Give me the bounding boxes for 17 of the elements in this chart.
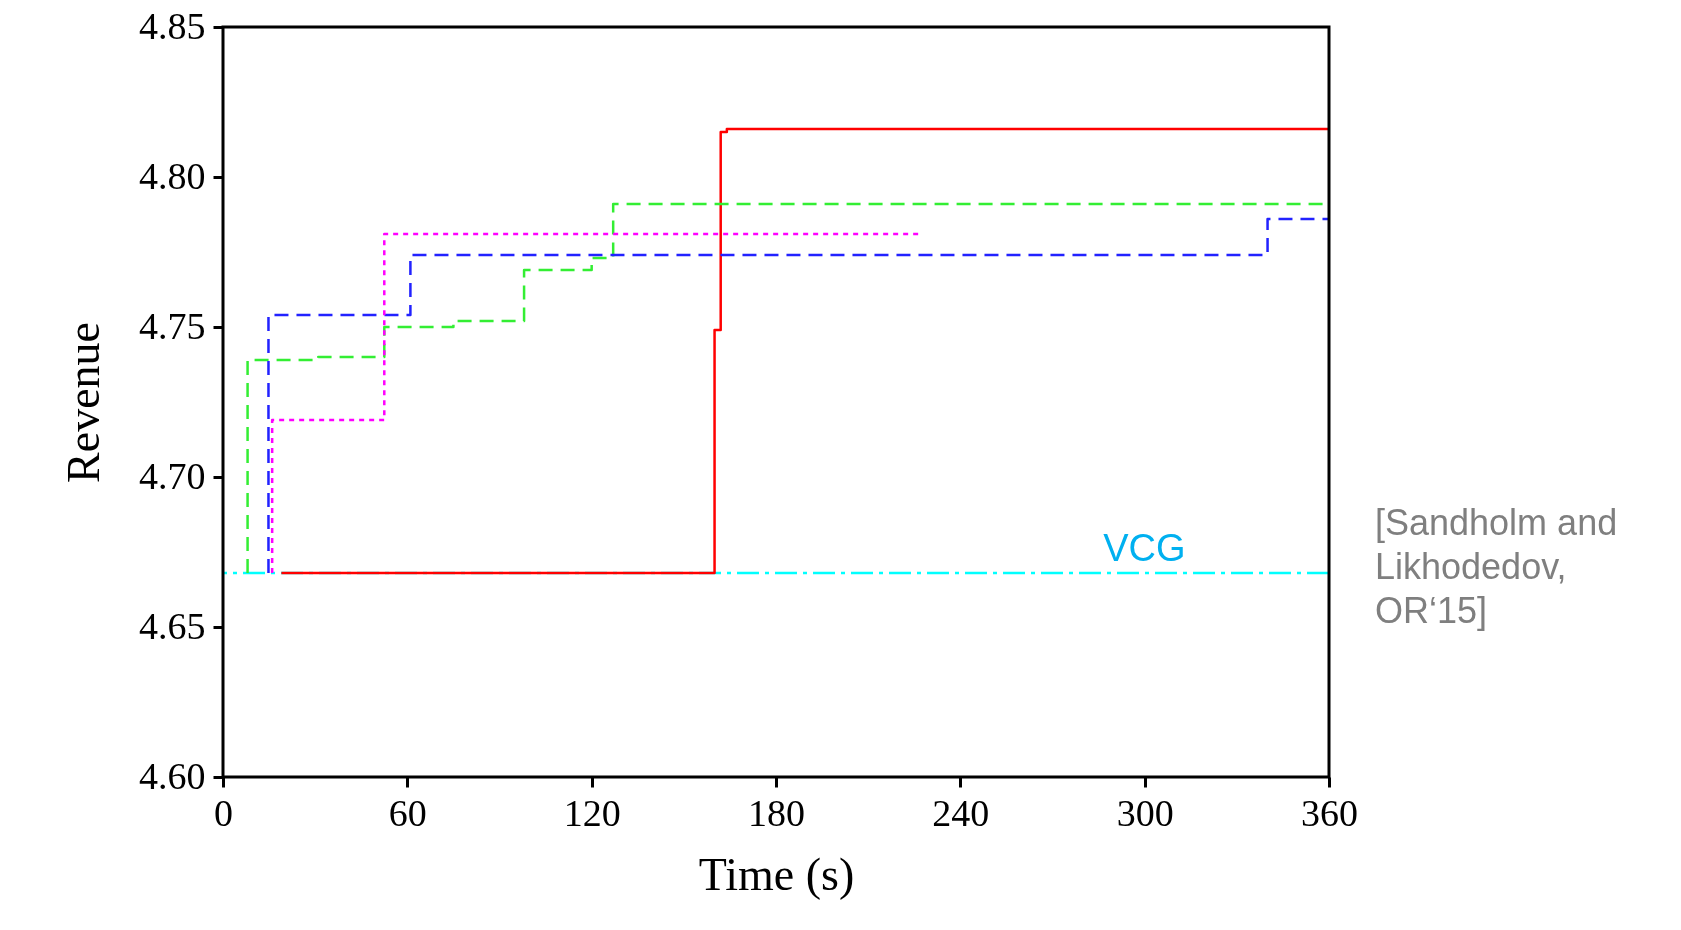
x-axis-title: Time (s) xyxy=(698,848,855,900)
y-axis-title: Revenue xyxy=(58,322,109,483)
y-tick-label: 4.75 xyxy=(139,304,206,347)
x-tick-label: 60 xyxy=(388,791,427,834)
x-tick-label: 300 xyxy=(1116,791,1174,834)
x-tick-label: 180 xyxy=(748,791,805,834)
y-tick-label: 4.70 xyxy=(139,454,206,497)
text: [Sandholm and Likhodedov, OR‘15] xyxy=(1375,502,1618,631)
x-tick-label: 240 xyxy=(932,791,990,834)
x-tick-label: 120 xyxy=(563,791,621,834)
y-tick-label: 4.80 xyxy=(139,154,206,197)
ref-line-label: VCG xyxy=(1103,527,1186,569)
y-tick-label: 4.60 xyxy=(139,754,206,797)
y-tick-label: 4.85 xyxy=(139,4,206,47)
x-tick-label: 360 xyxy=(1301,791,1358,834)
y-tick-label: 4.65 xyxy=(139,604,206,647)
x-tick-label: 0 xyxy=(214,791,233,834)
